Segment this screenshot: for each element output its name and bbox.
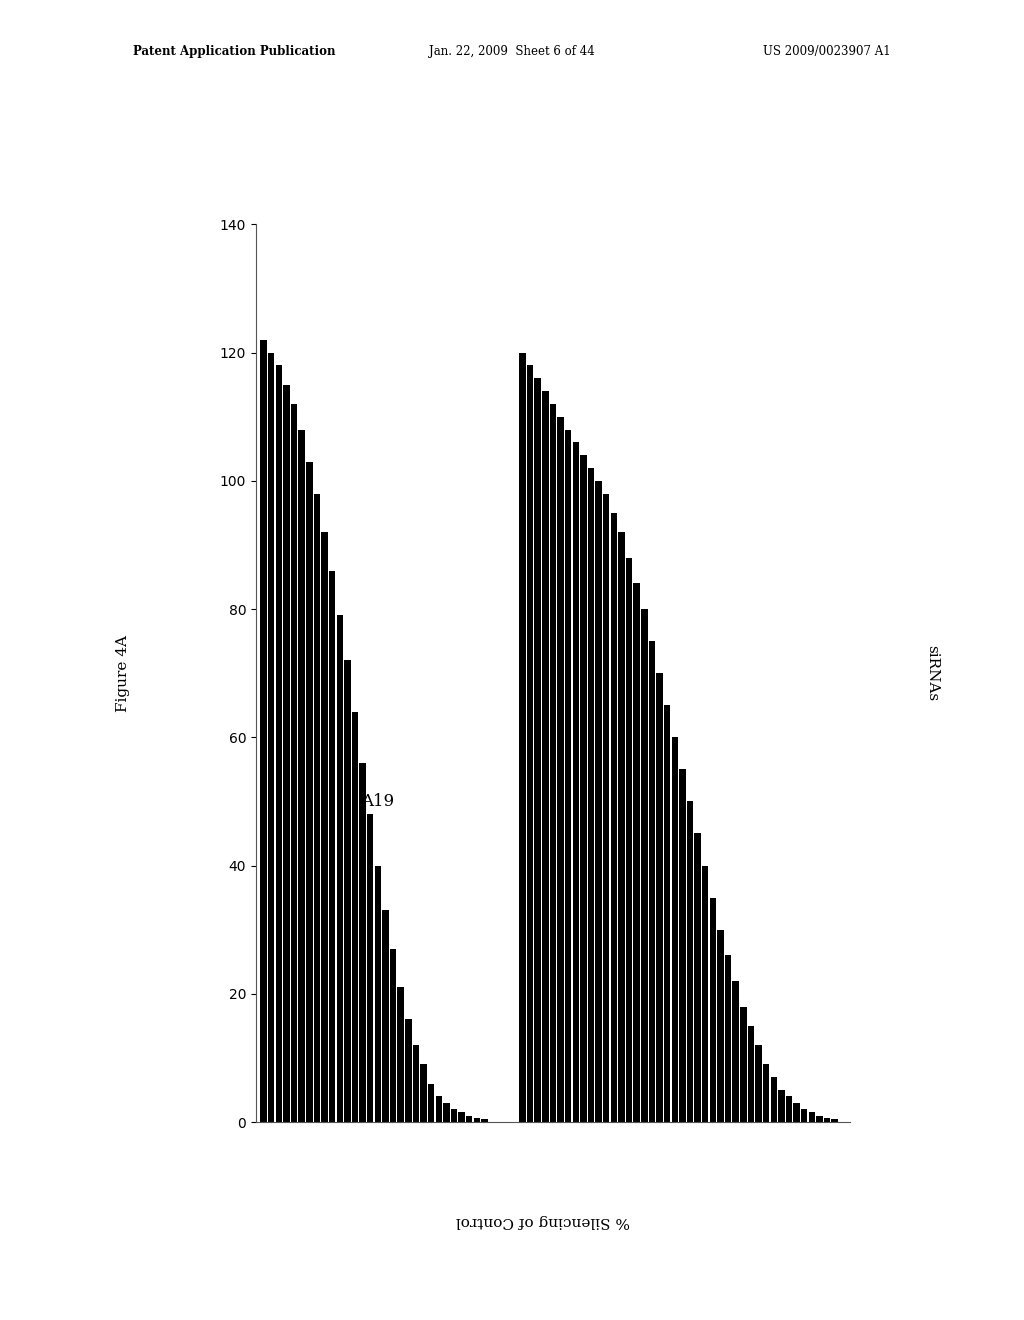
Bar [717, 929, 724, 1122]
Bar [824, 1118, 830, 1122]
Bar [618, 532, 625, 1122]
Bar [595, 480, 602, 1122]
Bar [466, 1115, 472, 1122]
Bar [473, 1118, 480, 1122]
Bar [329, 570, 336, 1122]
Bar [778, 1090, 784, 1122]
Bar [322, 532, 328, 1122]
Bar [260, 339, 267, 1122]
Text: siRNAs: siRNAs [925, 645, 939, 701]
Bar [519, 352, 525, 1122]
Bar [725, 956, 731, 1122]
Bar [816, 1115, 822, 1122]
Text: A19: A19 [361, 793, 394, 810]
Bar [268, 352, 274, 1122]
Text: Figure 4A: Figure 4A [116, 635, 130, 711]
Bar [284, 384, 290, 1122]
Bar [275, 366, 282, 1122]
Bar [557, 417, 564, 1122]
Bar [406, 1019, 412, 1122]
Bar [359, 763, 366, 1122]
Bar [375, 866, 381, 1122]
Bar [565, 429, 571, 1122]
Bar [641, 609, 647, 1122]
Bar [649, 642, 655, 1122]
Text: Patent Application Publication: Patent Application Publication [133, 45, 336, 58]
Bar [443, 1102, 450, 1122]
Bar [481, 1119, 487, 1122]
Bar [390, 949, 396, 1122]
Bar [694, 833, 700, 1122]
Bar [794, 1102, 800, 1122]
Bar [603, 494, 609, 1122]
Bar [435, 1097, 442, 1122]
Bar [581, 455, 587, 1122]
Bar [756, 1045, 762, 1122]
Bar [382, 911, 389, 1122]
Bar [542, 391, 549, 1122]
Bar [459, 1113, 465, 1122]
Text: % Silencing of Control: % Silencing of Control [456, 1214, 630, 1228]
Bar [740, 1007, 746, 1122]
Bar [664, 705, 671, 1122]
Bar [770, 1077, 777, 1122]
Bar [535, 379, 541, 1122]
Bar [672, 738, 678, 1122]
Bar [572, 442, 579, 1122]
Bar [306, 462, 312, 1122]
Bar [367, 814, 374, 1122]
Bar [679, 770, 686, 1122]
Bar [352, 711, 358, 1122]
Text: Jan. 22, 2009  Sheet 6 of 44: Jan. 22, 2009 Sheet 6 of 44 [429, 45, 595, 58]
Bar [785, 1097, 793, 1122]
Bar [656, 673, 663, 1122]
Bar [413, 1045, 419, 1122]
Bar [763, 1064, 769, 1122]
Bar [344, 660, 350, 1122]
Bar [588, 469, 594, 1122]
Bar [527, 366, 534, 1122]
Bar [687, 801, 693, 1122]
Bar [634, 583, 640, 1122]
Bar [801, 1109, 808, 1122]
Bar [831, 1119, 838, 1122]
Bar [298, 429, 305, 1122]
Bar [428, 1084, 434, 1122]
Bar [710, 898, 716, 1122]
Text: US 2009/0023907 A1: US 2009/0023907 A1 [763, 45, 891, 58]
Bar [550, 404, 556, 1122]
Bar [702, 866, 709, 1122]
Bar [610, 513, 617, 1122]
Bar [313, 494, 321, 1122]
Bar [809, 1113, 815, 1122]
Bar [626, 558, 633, 1122]
Bar [732, 981, 739, 1122]
Bar [451, 1109, 457, 1122]
Bar [748, 1026, 754, 1122]
Bar [291, 404, 297, 1122]
Bar [337, 615, 343, 1122]
Bar [397, 987, 403, 1122]
Bar [420, 1064, 427, 1122]
